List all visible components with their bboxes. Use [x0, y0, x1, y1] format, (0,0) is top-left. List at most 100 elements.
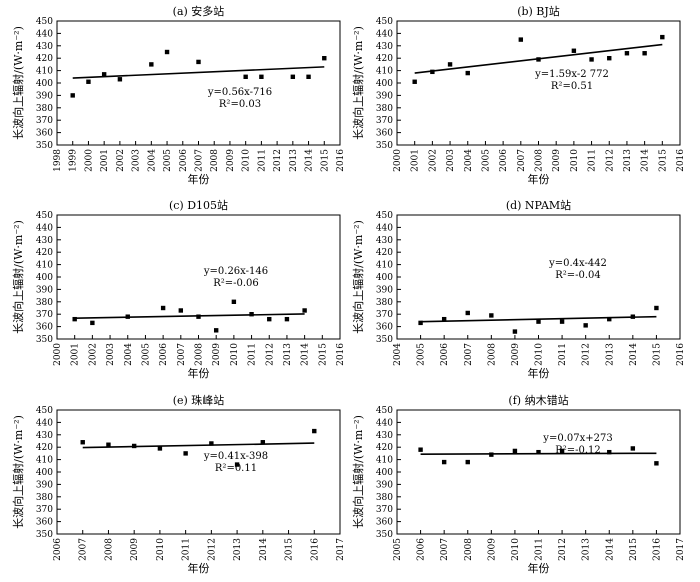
x-tick-label: 2015	[285, 538, 295, 561]
data-point	[418, 320, 423, 326]
y-tick-label: 370	[376, 310, 393, 320]
y-tick-label: 390	[36, 480, 53, 490]
x-tick-label: 2016	[310, 538, 320, 561]
data-point	[125, 314, 130, 319]
x-tick-label: 2007	[177, 343, 187, 366]
y-tick-label: 440	[36, 418, 53, 428]
y-tick-label: 410	[376, 456, 393, 466]
y-tick-label: 370	[36, 310, 53, 320]
regression-equation: y=0.4x-442	[548, 258, 607, 269]
x-tick-label: 2009	[487, 538, 497, 561]
x-tick-label: 2013	[605, 343, 615, 366]
y-axis-label: 长波向上辐射/(W·m⁻²)	[11, 415, 25, 529]
y-tick-label: 450	[376, 406, 393, 416]
y-tick-label: 360	[36, 518, 53, 528]
x-tick-label: 2010	[570, 149, 580, 172]
y-tick-label: 450	[36, 17, 53, 27]
x-tick-label: 2013	[233, 538, 243, 561]
y-tick-label: 410	[376, 261, 393, 271]
data-point	[412, 79, 417, 84]
x-tick-label: 2016	[336, 149, 346, 172]
y-tick-label: 360	[36, 129, 53, 139]
data-point	[196, 59, 201, 65]
r-squared-label: R²=-0.12	[555, 445, 601, 456]
regression-equation: y=1.59x-2 772	[534, 69, 609, 80]
x-tick-label: 2006	[179, 149, 189, 172]
x-tick-label: 2007	[195, 149, 205, 172]
y-tick-label: 390	[36, 285, 53, 295]
panel-title: (a) 安多站	[173, 4, 225, 18]
y-axis-label: 长波向上辐射/(W·m⁻²)	[351, 220, 365, 334]
x-tick-label: 2002	[116, 149, 126, 172]
y-tick-label: 390	[376, 480, 393, 490]
y-axis-label: 长波向上辐射/(W·m⁻²)	[11, 220, 25, 334]
x-tick-label: 2006	[53, 538, 63, 561]
data-point	[559, 448, 565, 454]
y-axis-label: 长波向上辐射/(W·m⁻²)	[351, 26, 365, 140]
x-tick-label: 2017	[676, 538, 686, 561]
x-axis-label: 年份	[528, 561, 550, 575]
data-point	[243, 74, 248, 79]
x-tick-label: 2009	[511, 343, 521, 366]
y-tick-label: 370	[376, 116, 393, 126]
data-point	[654, 305, 659, 311]
data-point	[290, 74, 296, 79]
x-tick-label: 2012	[558, 538, 568, 561]
data-point	[447, 62, 453, 67]
y-tick-label: 360	[36, 323, 53, 333]
x-tick-label: 2000	[393, 149, 403, 172]
x-axis-label: 年份	[188, 561, 210, 575]
x-tick-label: 2006	[159, 343, 169, 366]
data-point	[489, 452, 494, 457]
x-tick-label: 2008	[535, 149, 545, 172]
data-point	[559, 319, 565, 324]
x-tick-label: 2011	[182, 538, 192, 561]
x-tick-label: 2009	[212, 343, 222, 366]
y-tick-label: 370	[36, 116, 53, 126]
x-tick-label: 2012	[265, 343, 275, 366]
panel-title: (b) BJ站	[517, 4, 560, 18]
data-point	[80, 440, 85, 445]
x-tick-label: 2005	[393, 538, 403, 561]
y-tick-label: 360	[376, 323, 393, 333]
x-tick-label: 2013	[289, 149, 299, 172]
y-tick-label: 420	[376, 443, 393, 453]
data-point	[571, 48, 577, 53]
data-point	[196, 314, 201, 319]
data-point	[607, 56, 612, 61]
regression-equation: y=0.26x-146	[203, 266, 268, 277]
data-point	[654, 461, 659, 466]
data-point	[157, 446, 163, 451]
y-tick-label: 430	[376, 431, 393, 441]
data-point	[465, 70, 470, 76]
x-tick-label: 2009	[226, 149, 236, 172]
data-point	[465, 459, 470, 465]
x-tick-label: 2016	[676, 343, 686, 366]
data-point	[234, 462, 240, 467]
panel-title: (c) D105站	[169, 198, 228, 212]
x-tick-label: 2003	[446, 149, 456, 172]
plot-frame	[56, 20, 341, 146]
y-tick-label: 380	[36, 493, 53, 503]
data-point	[465, 310, 470, 316]
x-tick-label: 2011	[558, 343, 568, 366]
x-tick-label: 2016	[676, 149, 686, 172]
x-tick-label: 2017	[336, 538, 346, 561]
panel-title: (f) 纳木错站	[508, 393, 568, 407]
y-tick-label: 380	[376, 493, 393, 503]
y-tick-label: 420	[36, 54, 53, 64]
y-tick-label: 410	[376, 67, 393, 77]
r-squared-label: R²=-0.04	[555, 270, 601, 281]
x-tick-label: 2005	[481, 149, 491, 172]
r-squared-label: R²=0.03	[219, 99, 261, 110]
data-point	[131, 443, 137, 449]
x-tick-label: 2005	[417, 343, 427, 366]
x-tick-label: 2014	[641, 149, 651, 172]
y-axis-label: 长波向上辐射/(W·m⁻²)	[351, 415, 365, 529]
y-tick-label: 390	[36, 91, 53, 101]
y-tick-label: 400	[376, 273, 393, 283]
x-tick-label: 2015	[320, 149, 330, 172]
x-tick-label: 2016	[652, 538, 662, 561]
x-axis-label: 年份	[528, 366, 550, 380]
